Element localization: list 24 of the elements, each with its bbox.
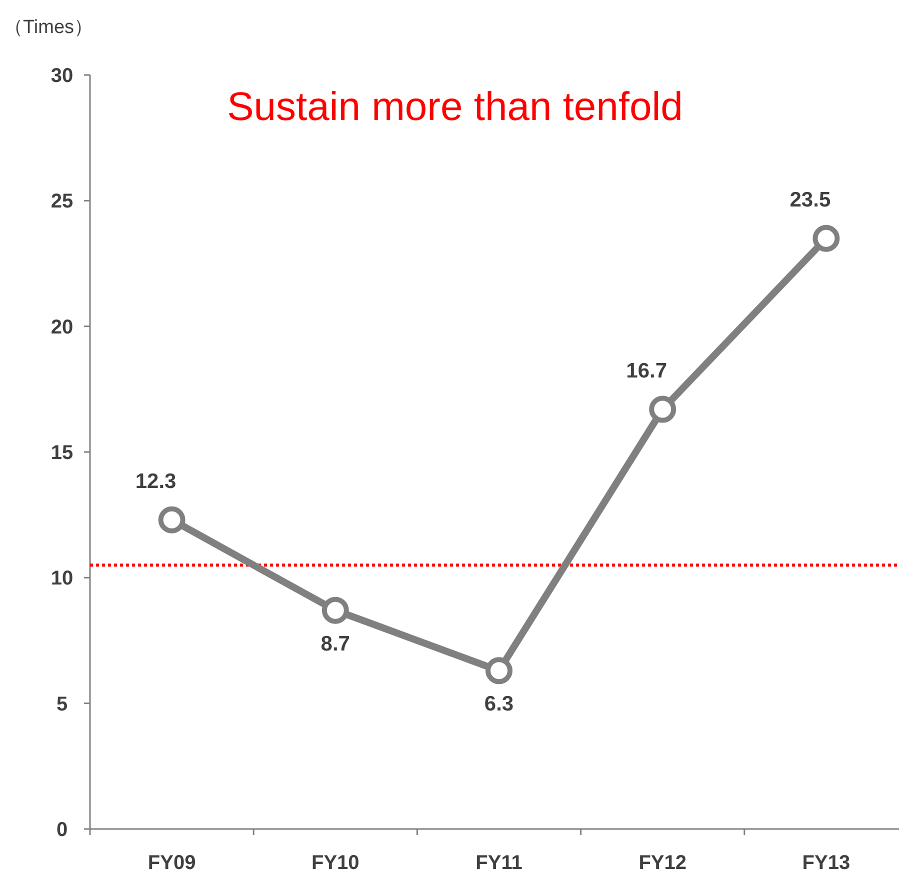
data-label: 23.5	[790, 188, 831, 212]
point	[322, 596, 349, 624]
chart-title: Sustain more than tenfold	[227, 85, 683, 129]
y-tick-label: 0	[56, 819, 68, 841]
data-label: 12.3	[135, 470, 176, 493]
point	[158, 506, 186, 534]
data-label: 8.7	[320, 632, 350, 656]
x-tick-label: FY12	[638, 852, 687, 874]
y-axis-title: （Times）	[4, 17, 94, 38]
data-label: 16.7	[626, 359, 668, 382]
x-tick-label: FY10	[311, 852, 360, 874]
point	[486, 657, 512, 684]
y-tick-label: 10	[50, 568, 74, 590]
y-tick-label: 25	[50, 190, 74, 213]
y-tick-label: 15	[50, 442, 74, 464]
data-label: 6.3	[484, 692, 514, 716]
y-tick-label: 30	[50, 65, 74, 87]
point	[649, 396, 676, 423]
y-tick-label: 5	[56, 693, 68, 716]
x-tick-label: FY13	[802, 852, 850, 874]
point	[812, 224, 840, 252]
x-tick-label: FY09	[148, 852, 196, 874]
y-tick-label: 20	[50, 316, 74, 338]
x-tick-label: FY11	[476, 852, 522, 874]
